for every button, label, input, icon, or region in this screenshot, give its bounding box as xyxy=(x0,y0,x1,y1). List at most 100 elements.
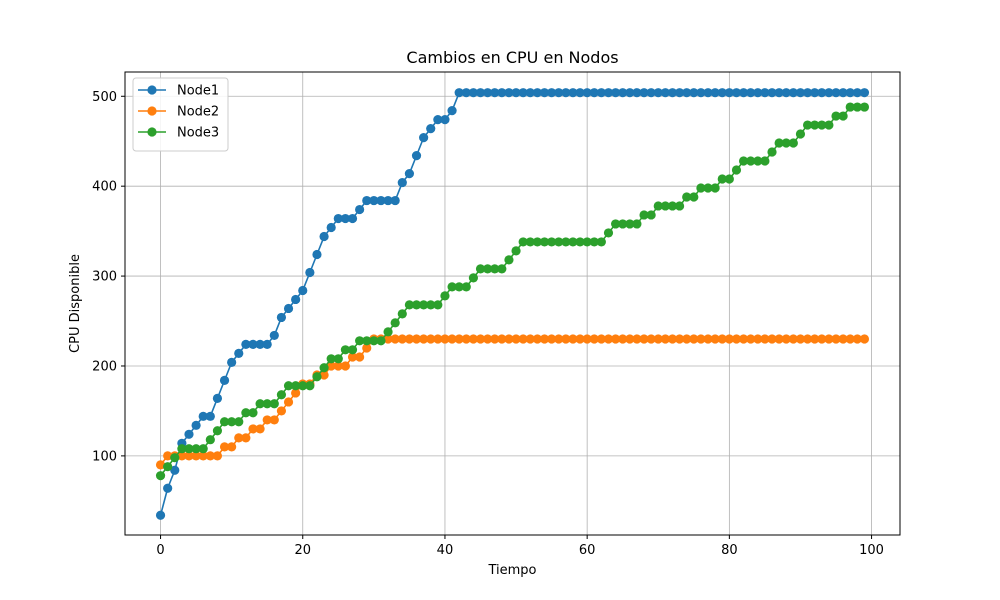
node1-point xyxy=(440,115,450,125)
node3-point xyxy=(468,273,478,283)
node1-point xyxy=(170,465,180,475)
node3-point xyxy=(397,309,407,319)
node2-point xyxy=(212,451,223,461)
node3-point xyxy=(475,264,486,274)
node1-point xyxy=(305,267,315,278)
node3-point xyxy=(283,381,294,391)
x-tick-label: 80 xyxy=(721,543,738,558)
node1-point xyxy=(205,411,215,421)
node2-point xyxy=(483,334,493,344)
node3-point xyxy=(781,138,791,148)
node1-point xyxy=(248,339,258,350)
node1-point xyxy=(746,88,756,98)
node3-point xyxy=(696,183,706,193)
node2-point xyxy=(802,334,813,344)
node3-point xyxy=(810,120,820,130)
node2-point xyxy=(781,334,791,344)
node3-point xyxy=(262,399,272,409)
node3-point xyxy=(219,417,230,427)
node1-point xyxy=(219,375,230,385)
series-node3 xyxy=(155,102,870,481)
node2-point xyxy=(696,334,706,344)
node1-point xyxy=(411,151,422,161)
node1-point xyxy=(497,88,507,98)
node3-point xyxy=(639,210,649,220)
node2-point xyxy=(433,334,443,344)
node2-point xyxy=(411,334,422,344)
node2-point xyxy=(262,415,272,425)
node3-point xyxy=(454,282,464,292)
node1-point xyxy=(276,312,287,323)
node2-point xyxy=(852,334,862,344)
node2-point xyxy=(461,334,471,344)
node3-point xyxy=(646,210,656,220)
node1-point xyxy=(838,88,848,98)
node1-point xyxy=(504,88,514,98)
node1-point xyxy=(774,88,784,98)
node2-point xyxy=(362,343,372,353)
node3-point xyxy=(817,120,827,130)
node3-point xyxy=(404,300,415,310)
node1-point xyxy=(682,88,692,98)
node2-point xyxy=(205,451,215,461)
x-tick-label: 20 xyxy=(294,543,311,558)
node1-point xyxy=(283,303,294,314)
node2-point xyxy=(155,460,166,470)
node3-point xyxy=(561,237,571,247)
node2-point xyxy=(817,334,827,344)
node3-point xyxy=(212,426,223,436)
node3-point xyxy=(539,237,550,247)
node1-point xyxy=(696,88,706,98)
node3-point xyxy=(504,255,514,265)
node1-point xyxy=(596,88,606,98)
node2-point xyxy=(291,388,301,398)
node3-point xyxy=(319,363,329,373)
node2-point xyxy=(703,334,713,344)
node1-point xyxy=(383,195,393,206)
node2-point xyxy=(497,334,507,344)
node2-point xyxy=(333,361,343,371)
node3-point xyxy=(603,228,614,238)
node1-point xyxy=(603,88,614,98)
node3-point xyxy=(632,219,642,229)
x-tick-label: 0 xyxy=(156,543,164,558)
node1-point xyxy=(582,88,592,98)
node3-point xyxy=(362,336,372,346)
node3-point xyxy=(582,237,592,247)
node1-point xyxy=(731,88,742,98)
node1-point xyxy=(852,88,862,98)
node2-point xyxy=(440,334,450,344)
node1-point xyxy=(326,222,336,233)
node2-point xyxy=(283,397,294,407)
node1-point xyxy=(191,420,201,430)
node2-point xyxy=(575,334,585,344)
node1-point xyxy=(568,88,578,98)
node3-point xyxy=(177,444,187,454)
node1-point xyxy=(468,88,478,98)
node2-point xyxy=(859,334,870,344)
node2-point xyxy=(653,334,663,344)
node3-point xyxy=(575,237,585,247)
node1-point xyxy=(163,483,173,493)
node1-point xyxy=(312,249,322,260)
node1-point xyxy=(547,88,557,98)
node3-point xyxy=(269,399,279,409)
node2-point xyxy=(447,334,457,344)
node2-point xyxy=(717,334,727,344)
node2-point xyxy=(532,334,542,344)
node1-point xyxy=(632,88,642,98)
node3-point xyxy=(568,237,578,247)
node1-point xyxy=(788,88,798,98)
node1-point xyxy=(333,213,343,224)
node1-point xyxy=(198,411,208,421)
node3-point xyxy=(653,201,663,211)
node3-point xyxy=(554,237,564,247)
node1-point xyxy=(319,231,329,242)
node3-point xyxy=(767,147,777,157)
node2-point xyxy=(639,334,649,344)
node1-point xyxy=(760,88,770,98)
node1-point xyxy=(241,339,251,350)
node2-point xyxy=(198,451,208,461)
legend-swatch-marker xyxy=(147,106,157,116)
